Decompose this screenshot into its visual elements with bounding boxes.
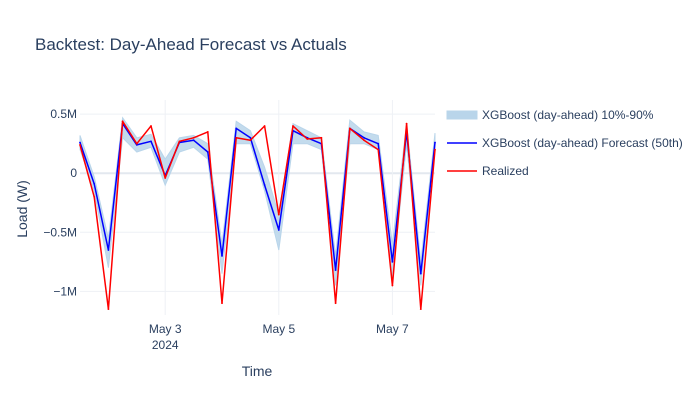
data-point [391, 260, 394, 263]
data-point [306, 138, 309, 140]
data-point [377, 142, 380, 145]
data-point [150, 125, 152, 127]
data-point [277, 229, 280, 231]
data-point [419, 308, 422, 310]
data-point [93, 182, 96, 185]
data-point [434, 148, 436, 151]
data-point [249, 139, 252, 142]
y-tick-label: −0.5M [43, 225, 77, 239]
traces [79, 116, 436, 310]
data-point [419, 272, 422, 275]
data-point [263, 125, 266, 127]
data-point [150, 140, 152, 143]
y-tick-label: 0.5M [50, 107, 77, 121]
data-point [178, 140, 181, 143]
data-point [292, 125, 294, 127]
data-point [164, 177, 167, 179]
legend-item[interactable]: XGBoost (day-ahead) 10%-90% [446, 108, 654, 122]
data-point [405, 122, 408, 125]
legend-swatch-band [446, 110, 478, 120]
x-axis-title: Time [242, 363, 273, 379]
x-tick-label: May 5 [262, 322, 295, 336]
series-line [79, 122, 436, 275]
data-point [221, 255, 223, 257]
data-point [348, 127, 351, 130]
legend-item[interactable]: XGBoost (day-ahead) Forecast (50th) [447, 136, 683, 150]
data-point [377, 148, 380, 151]
data-point [434, 141, 436, 144]
data-point [334, 302, 337, 305]
y-tick-label: −1M [53, 284, 77, 298]
data-point [79, 141, 81, 144]
data-point [206, 130, 209, 133]
legend-label: XGBoost (day-ahead) 10%-90% [482, 108, 654, 122]
data-point [235, 136, 238, 139]
data-point [93, 195, 96, 198]
data-point [391, 284, 394, 287]
data-point [107, 308, 110, 310]
data-point [334, 269, 337, 272]
data-point [107, 249, 110, 251]
x-axis-ticks: May 3 2024 May 5 May 7 [149, 322, 409, 352]
data-point [263, 184, 266, 186]
data-point [235, 127, 238, 130]
y-axis-ticks: 0.5M 0 −0.5M −1M [43, 107, 77, 298]
x-tick-label: May 3 [149, 322, 182, 336]
data-point [192, 136, 195, 139]
y-axis-title: Load (W) [14, 180, 30, 238]
data-point [206, 151, 209, 153]
legend[interactable]: XGBoost (day-ahead) 10%-90% XGBoost (day-… [446, 108, 683, 178]
grid [80, 100, 435, 315]
data-point [121, 120, 124, 123]
data-point [277, 213, 280, 216]
data-point [221, 302, 223, 305]
series-line [79, 120, 436, 310]
legend-label: XGBoost (day-ahead) Forecast (50th) [482, 136, 683, 150]
data-point [320, 136, 323, 139]
legend-item[interactable]: Realized [447, 164, 529, 178]
data-point [135, 142, 138, 145]
data-point [79, 143, 81, 146]
chart-title: Backtest: Day-Ahead Forecast vs Actuals [35, 35, 347, 54]
legend-label: Realized [482, 164, 529, 178]
data-point [363, 139, 365, 142]
y-tick-label: 0 [70, 166, 77, 180]
x-tick-label: May 7 [376, 322, 409, 336]
data-point [249, 136, 252, 139]
data-point [192, 139, 195, 142]
data-point [363, 136, 365, 139]
x-tick-sublabel: 2024 [152, 338, 179, 352]
